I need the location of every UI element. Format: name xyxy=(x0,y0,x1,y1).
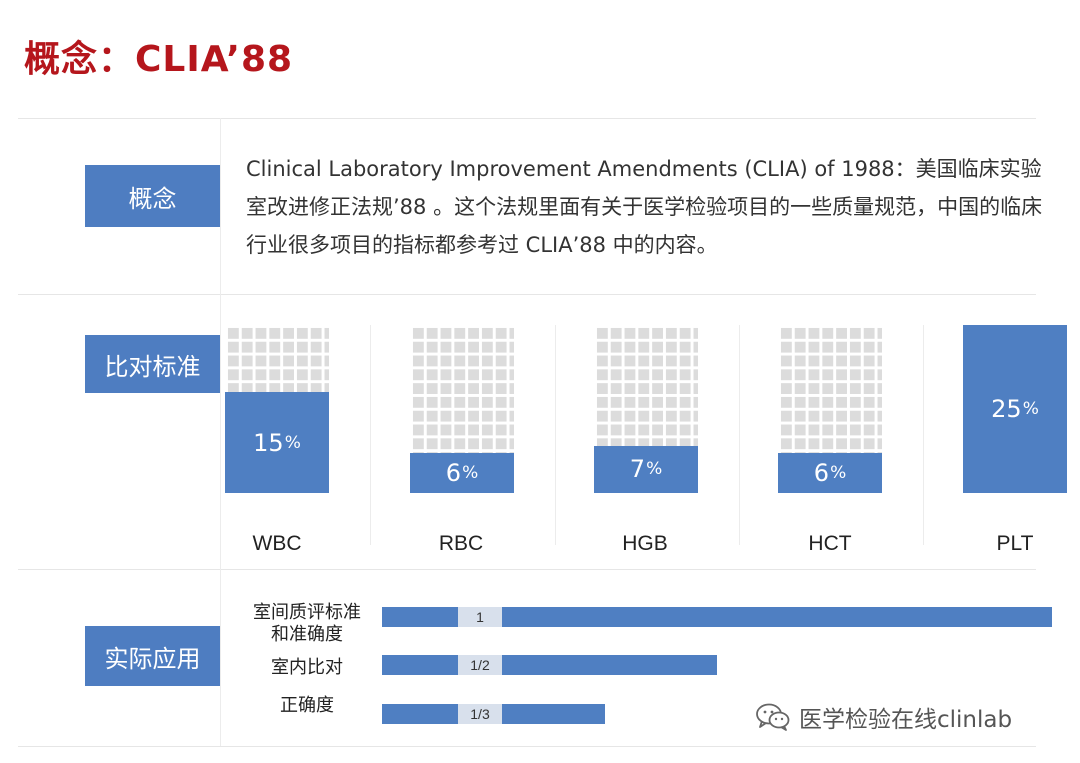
category-label-hct: HCT xyxy=(808,532,852,555)
fill-bar: 6% xyxy=(778,452,882,493)
category-label-rbc: RBC xyxy=(438,532,484,555)
application-bar-tag: 1/2 xyxy=(458,655,502,675)
concept-text: Clinical Laboratory Improvement Amendmen… xyxy=(246,157,1043,257)
column-divider xyxy=(739,325,740,545)
column-divider xyxy=(370,325,371,545)
divider-standard xyxy=(18,569,1036,570)
wechat-icon xyxy=(756,703,790,731)
application-row-label: 室内比对 xyxy=(242,657,372,679)
watermark-text: 医学检验在线clinlab xyxy=(799,707,1013,733)
category-label-wbc: WBC xyxy=(252,532,302,555)
divider-top xyxy=(18,118,1036,119)
fill-bar: 15% xyxy=(225,392,329,493)
concept-label: 概念 xyxy=(85,165,220,227)
application-bar xyxy=(382,607,1052,627)
application-bar xyxy=(382,655,717,675)
row-label-line: 室间质评标准 xyxy=(253,602,361,623)
standard-card-hgb: 7% xyxy=(594,325,698,493)
percent-sign: % xyxy=(830,462,847,483)
percent-value: 15 xyxy=(253,428,284,457)
percent-value: 25 xyxy=(991,395,1022,423)
percent-value: 7 xyxy=(629,455,646,484)
divider-left-column xyxy=(220,118,221,746)
row-label-line: 和准确度 xyxy=(271,624,343,645)
column-divider xyxy=(923,325,924,545)
standard-card-rbc: 6% xyxy=(410,325,514,493)
divider-concept xyxy=(18,294,1036,295)
divider-bottom xyxy=(18,746,1036,747)
application-row-label: 正确度 xyxy=(242,695,372,717)
page-title: 概念：CLIA’88 xyxy=(24,39,294,80)
category-label-plt: PLT xyxy=(996,532,1034,555)
column-divider xyxy=(555,325,556,545)
fill-bar: 7% xyxy=(594,445,698,493)
watermark: 医学检验在线clinlab xyxy=(755,700,1012,734)
percent-value: 6 xyxy=(445,458,462,487)
application-bar-tag: 1 xyxy=(458,607,502,627)
fill-bar: 6% xyxy=(410,452,514,493)
application-row-label: 室间质评标准 和准确度 xyxy=(242,602,372,646)
percent-sign: % xyxy=(646,459,663,480)
standard-label: 比对标准 xyxy=(85,335,220,393)
application-label: 实际应用 xyxy=(85,626,220,686)
fill-bar: 25% xyxy=(963,325,1067,493)
row-label-line: 正确度 xyxy=(280,695,334,716)
percent-value: 6 xyxy=(813,458,830,487)
percent-sign: % xyxy=(284,432,301,453)
category-label-hgb: HGB xyxy=(622,532,668,555)
percent-sign: % xyxy=(462,462,479,483)
row-label-line: 室内比对 xyxy=(271,657,343,678)
percent-sign: % xyxy=(1022,399,1039,419)
standard-card-hct: 6% xyxy=(778,325,882,493)
standard-card-wbc: 15% xyxy=(225,325,329,493)
standard-card-plt: 25% xyxy=(963,325,1067,493)
application-bar-tag: 1/3 xyxy=(458,704,502,724)
